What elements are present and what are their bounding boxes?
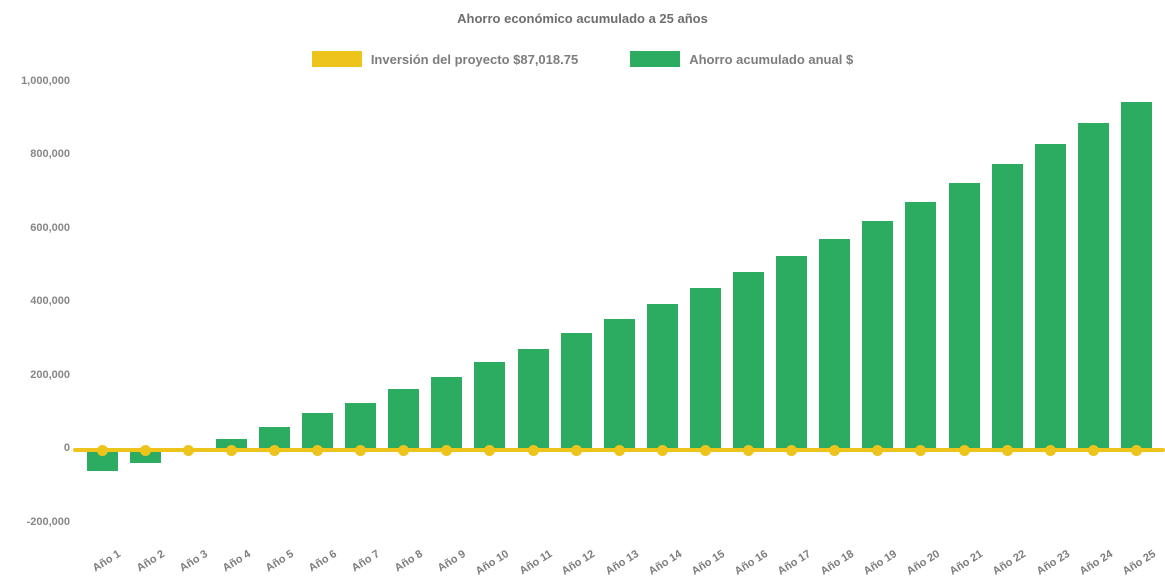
line-marker-ano-1 (96, 444, 108, 456)
bar-ano-19 (862, 220, 894, 449)
x-axis-label-ano-25: Año 25 (1120, 548, 1158, 578)
bar-ano-11 (517, 349, 549, 449)
x-axis-label-ano-20: Año 20 (904, 548, 943, 578)
x-axis-label-ano-3: Año 3 (177, 548, 210, 575)
line-marker-ano-11 (527, 444, 539, 456)
x-axis-label-ano-15: Año 15 (689, 548, 727, 578)
bar-ano-6 (302, 413, 333, 449)
legend-label-savings: Ahorro acumulado anual $ (689, 51, 854, 67)
x-axis-label-ano-5: Año 5 (263, 548, 296, 575)
bar-ano-25 (1120, 102, 1152, 449)
line-marker-ano-5 (268, 444, 280, 456)
line-marker-ano-21 (958, 444, 970, 456)
line-marker-ano-20 (915, 444, 927, 456)
bar-ano-9 (431, 377, 463, 449)
line-marker-ano-19 (872, 444, 884, 456)
bar-ano-8 (388, 389, 420, 449)
x-axis-label-ano-9: Año 9 (435, 548, 469, 575)
y-axis-label--200-000: -200,000 (26, 515, 70, 528)
line-marker-ano-2 (139, 444, 151, 456)
line-marker-ano-17 (786, 444, 798, 456)
y-axis-label-1-000-000: 1,000,000 (21, 74, 70, 87)
legend-item-investment: Inversión del proyecto $87,018.75 (311, 51, 579, 67)
y-axis-label-0: 0 (63, 442, 70, 454)
line-marker-ano-14 (656, 444, 668, 456)
bar-ano-4 (215, 439, 247, 449)
x-axis-label-ano-18: Año 18 (818, 548, 857, 578)
line-marker-ano-6 (312, 444, 323, 456)
x-axis-label-ano-19: Año 19 (861, 548, 900, 578)
line-marker-ano-10 (484, 444, 496, 456)
x-axis-label-ano-7: Año 7 (349, 548, 382, 575)
y-axis-label-800-000: 800,000 (30, 148, 70, 160)
bar-ano-12 (560, 333, 592, 449)
line-marker-ano-23 (1044, 444, 1056, 456)
y-axis-label-200-000: 200,000 (30, 368, 70, 381)
x-axis-label-ano-16: Año 16 (732, 548, 770, 578)
line-marker-ano-15 (699, 444, 711, 456)
x-axis-label-ano-14: Año 14 (646, 548, 684, 578)
y-axis-label-400-000: 400,000 (30, 295, 70, 307)
x-axis-label-ano-1: Año 1 (91, 548, 124, 575)
line-marker-ano-24 (1087, 444, 1099, 456)
bar-ano-7 (345, 402, 377, 449)
bar-ano-13 (603, 318, 635, 449)
x-axis-label-ano-11: Año 11 (517, 548, 555, 578)
bar-ano-14 (646, 303, 678, 449)
x-axis-label-ano-8: Año 8 (392, 548, 426, 575)
bar-ano-1 (86, 449, 118, 472)
bar-ano-17 (776, 256, 808, 449)
legend-item-savings: Ahorro acumulado anual $ (630, 51, 853, 67)
y-axis-label-600-000: 600,000 (30, 221, 70, 234)
x-axis-label-ano-24: Año 24 (1077, 548, 1115, 578)
line-marker-ano-16 (743, 444, 754, 456)
bar-ano-24 (1077, 123, 1109, 449)
bar-ano-20 (905, 202, 937, 449)
x-axis-label-ano-6: Año 6 (306, 548, 339, 575)
x-axis-label-ano-2: Año 2 (134, 548, 167, 575)
legend-swatch-savings-icon (630, 51, 681, 67)
x-axis-label-ano-23: Año 23 (1034, 548, 1072, 578)
line-marker-ano-7 (355, 444, 367, 456)
line-marker-ano-8 (398, 444, 410, 456)
legend-label-investment: Inversión del proyecto $87,018.75 (370, 51, 579, 67)
bar-ano-16 (733, 272, 764, 449)
x-axis-label-ano-12: Año 12 (559, 548, 598, 578)
line-marker-ano-22 (1001, 444, 1013, 456)
line-marker-ano-4 (225, 444, 237, 456)
bar-ano-22 (991, 164, 1023, 449)
x-axis-label-ano-13: Año 13 (603, 548, 641, 578)
line-marker-ano-3 (182, 444, 194, 456)
x-axis-label-ano-21: Año 21 (947, 548, 986, 578)
x-axis-label-ano-17: Año 17 (775, 548, 813, 578)
bar-ano-23 (1034, 144, 1066, 449)
line-marker-ano-18 (829, 444, 841, 456)
line-marker-ano-12 (570, 444, 582, 456)
bar-ano-10 (474, 362, 506, 449)
line-marker-ano-25 (1130, 444, 1142, 456)
x-axis-label-ano-10: Año 10 (473, 548, 512, 578)
bar-ano-15 (689, 288, 721, 449)
chart-legend: Inversión del proyecto $87,018.75 Ahorro… (0, 51, 1165, 67)
x-axis-label-ano-22: Año 22 (990, 548, 1029, 578)
bar-ano-21 (948, 182, 980, 449)
chart-title: Ahorro económico acumulado a 25 años (457, 11, 708, 26)
legend-swatch-investment-icon (311, 51, 362, 67)
bar-ano-5 (258, 426, 290, 449)
bar-ano-2 (129, 449, 161, 463)
x-axis-label-ano-4: Año 4 (220, 548, 253, 575)
line-marker-ano-13 (613, 444, 625, 456)
line-marker-ano-9 (441, 444, 453, 456)
bar-ano-18 (819, 239, 851, 449)
